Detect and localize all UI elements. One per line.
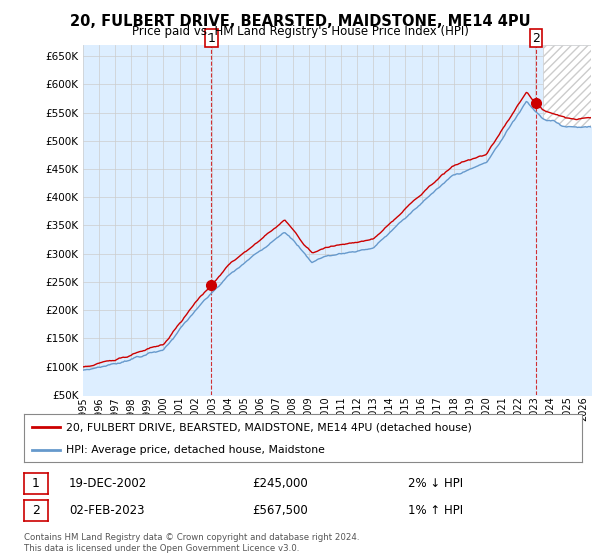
Text: 2% ↓ HPI: 2% ↓ HPI	[408, 477, 463, 490]
Text: 20, FULBERT DRIVE, BEARSTED, MAIDSTONE, ME14 4PU (detached house): 20, FULBERT DRIVE, BEARSTED, MAIDSTONE, …	[66, 422, 472, 432]
Text: 1: 1	[32, 477, 40, 490]
Text: 2: 2	[532, 32, 540, 45]
Text: 2: 2	[32, 503, 40, 517]
Text: £245,000: £245,000	[252, 477, 308, 490]
Text: 1: 1	[208, 32, 215, 45]
Text: 02-FEB-2023: 02-FEB-2023	[69, 503, 145, 517]
Text: HPI: Average price, detached house, Maidstone: HPI: Average price, detached house, Maid…	[66, 445, 325, 455]
Text: Contains HM Land Registry data © Crown copyright and database right 2024.
This d: Contains HM Land Registry data © Crown c…	[24, 533, 359, 553]
Text: 20, FULBERT DRIVE, BEARSTED, MAIDSTONE, ME14 4PU: 20, FULBERT DRIVE, BEARSTED, MAIDSTONE, …	[70, 14, 530, 29]
Text: Price paid vs. HM Land Registry's House Price Index (HPI): Price paid vs. HM Land Registry's House …	[131, 25, 469, 38]
Text: 19-DEC-2002: 19-DEC-2002	[69, 477, 147, 490]
Text: £567,500: £567,500	[252, 503, 308, 517]
Text: 1% ↑ HPI: 1% ↑ HPI	[408, 503, 463, 517]
